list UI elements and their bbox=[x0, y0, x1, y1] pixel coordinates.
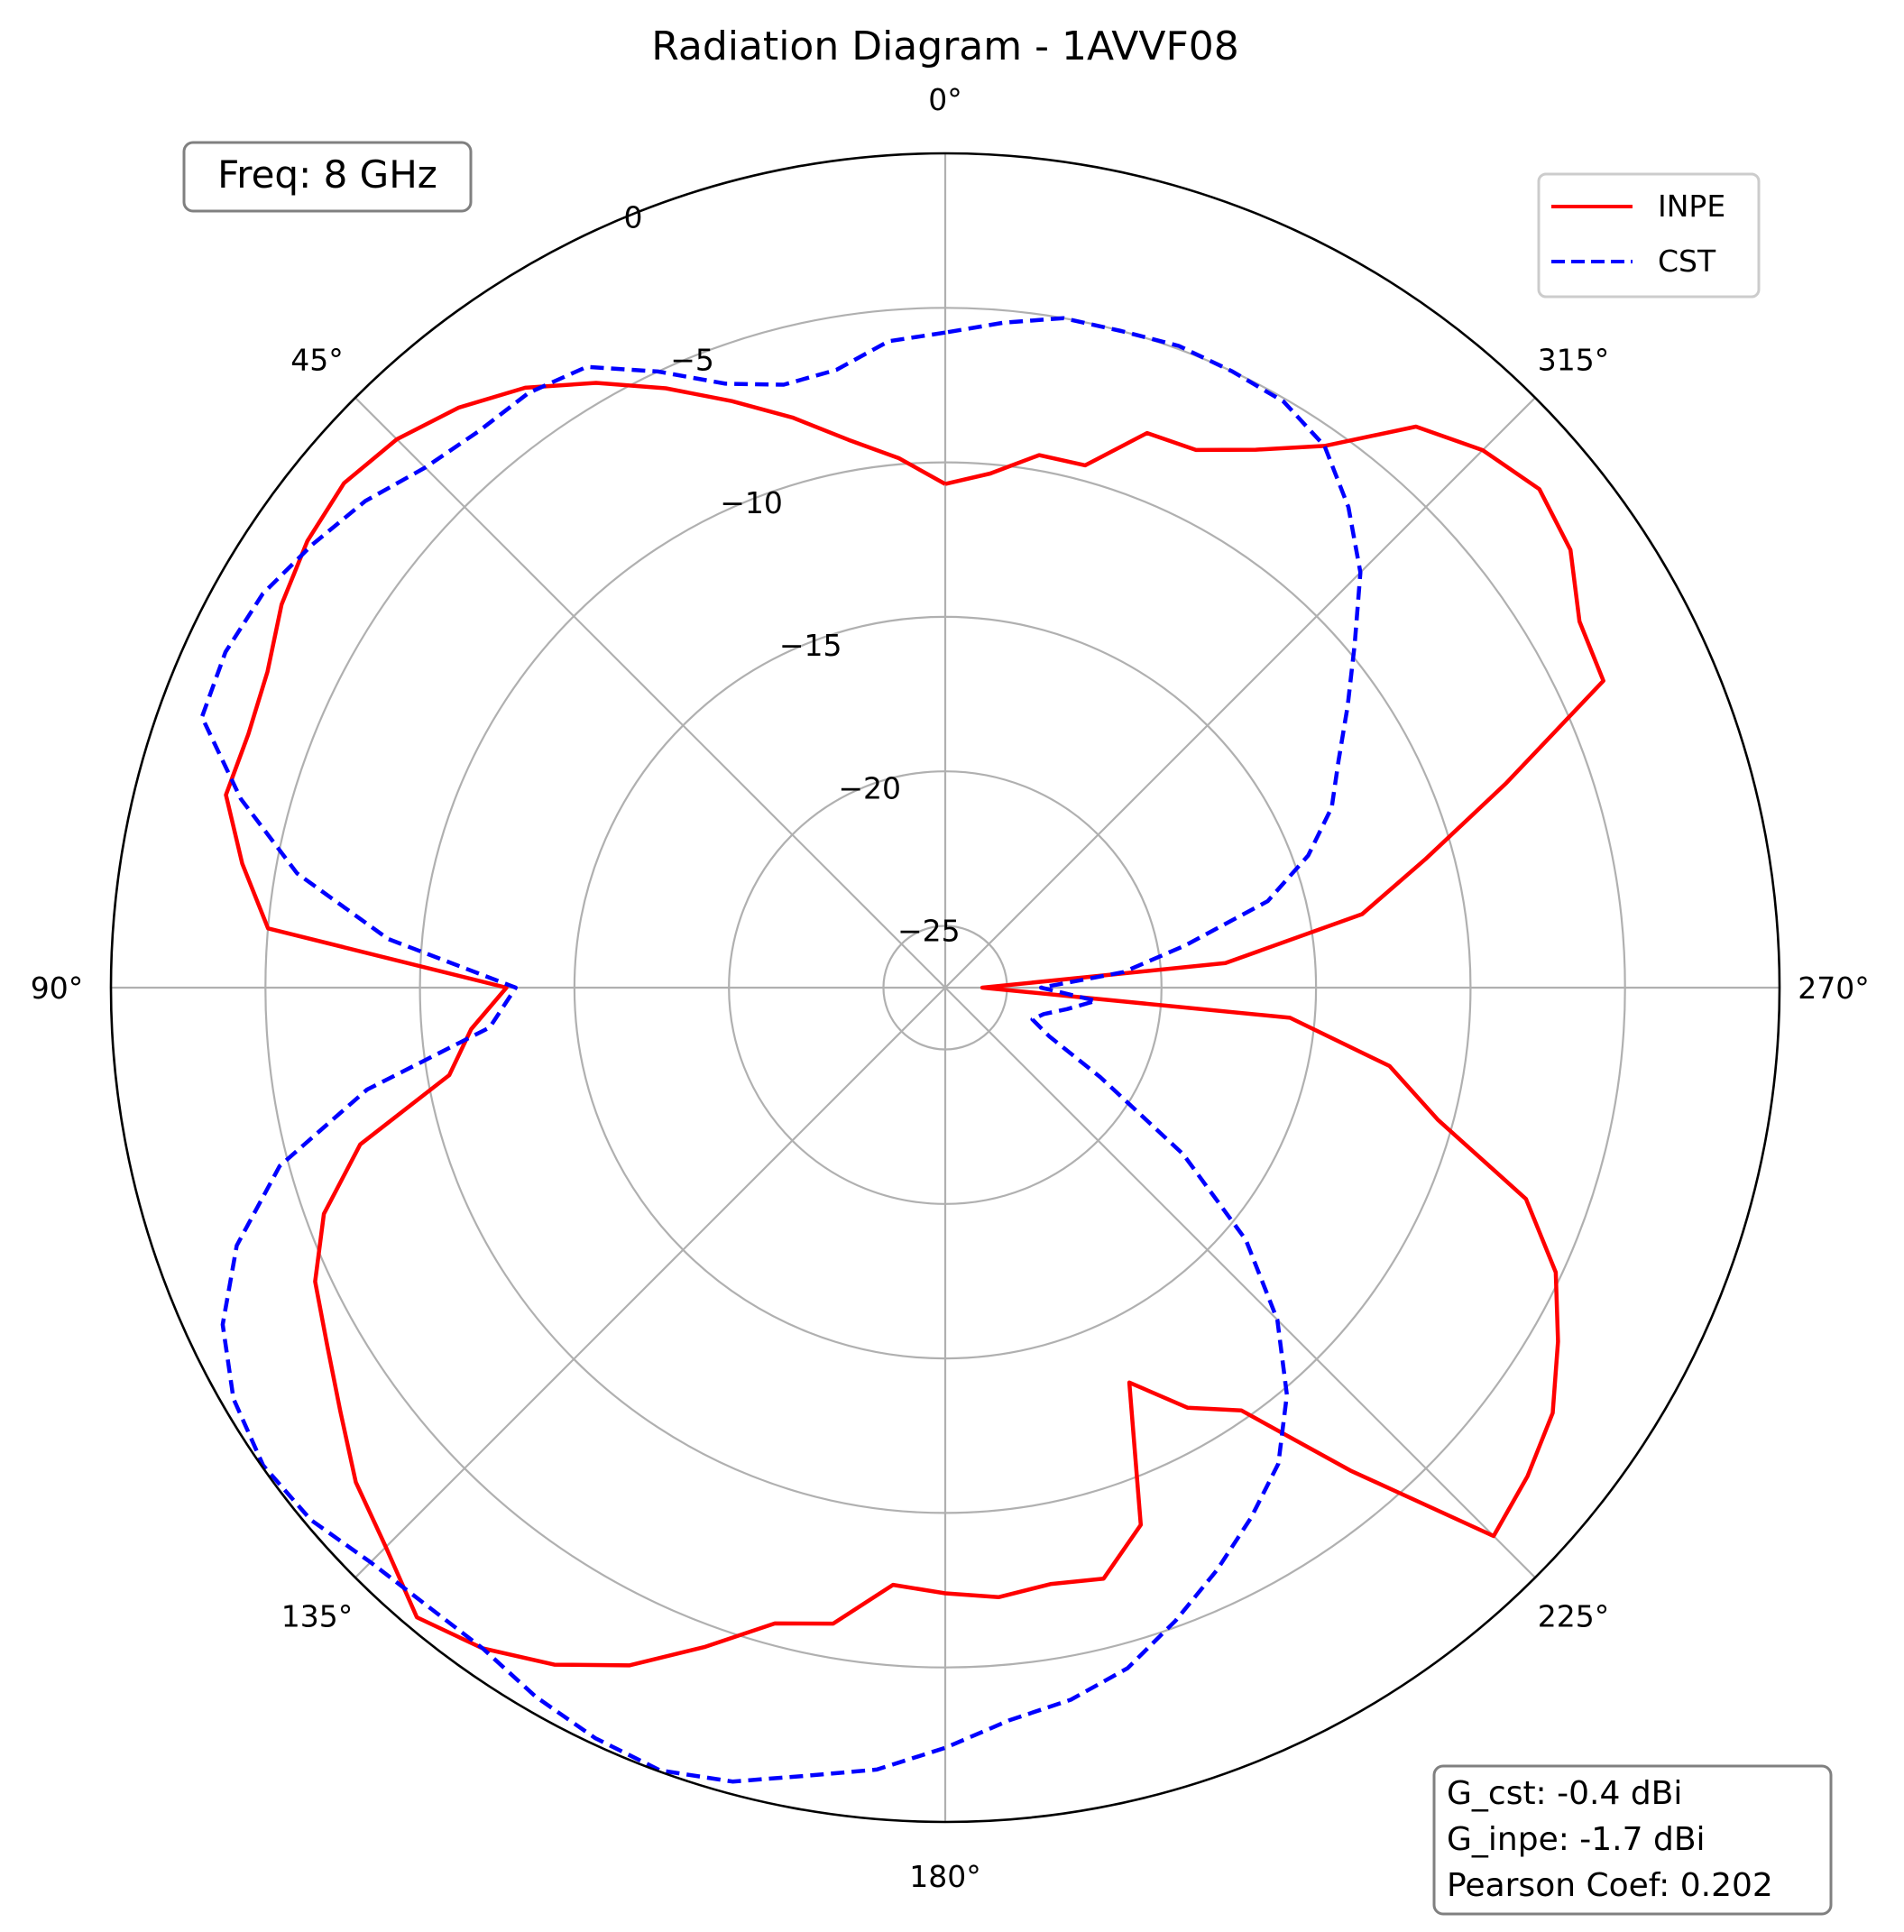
freq-annotation: Freq: 8 GHz bbox=[182, 141, 473, 213]
stats-box bbox=[1432, 1764, 1833, 1916]
angular-gridline-1 bbox=[354, 397, 946, 989]
legend-label-cst: CST bbox=[1658, 244, 1716, 279]
theta-tick-label-3: 135° bbox=[281, 1599, 354, 1634]
data-series bbox=[199, 316, 1605, 1784]
freq-box bbox=[182, 141, 473, 213]
angular-gridline-5 bbox=[944, 987, 1536, 1578]
stat-pearson: Pearson Coef: 0.202 bbox=[1447, 1867, 1773, 1904]
radial-tick-label-0: −25 bbox=[897, 914, 961, 949]
radial-tick-label-2: −15 bbox=[779, 628, 842, 663]
radial-tick-label-5: 0 bbox=[624, 199, 643, 235]
stat-g-inpe: G_inpe: -1.7 dBi bbox=[1447, 1821, 1706, 1858]
series-line-cst bbox=[199, 316, 1363, 1784]
angular-gridline-7 bbox=[944, 397, 1536, 989]
theta-tick-labels: 0° 45° 90° 135° 180° 225° 270° 315° bbox=[31, 82, 1870, 1894]
theta-tick-label-4: 180° bbox=[909, 1859, 981, 1894]
radial-tick-label-4: −5 bbox=[670, 343, 714, 378]
theta-tick-label-7: 315° bbox=[1538, 342, 1610, 377]
legend: INPE CST bbox=[1537, 172, 1761, 299]
radial-tick-labels: −25 −20 −15 −10 −5 0 bbox=[624, 199, 961, 948]
theta-tick-label-0: 0° bbox=[928, 82, 962, 117]
radial-tick-label-1: −20 bbox=[838, 770, 901, 805]
legend-box bbox=[1537, 172, 1761, 299]
theta-tick-label-5: 225° bbox=[1538, 1599, 1610, 1634]
angular-gridline-3 bbox=[354, 987, 946, 1578]
theta-tick-label-6: 270° bbox=[1798, 971, 1870, 1006]
radial-tick-label-3: −10 bbox=[720, 485, 783, 520]
stat-g-cst: G_cst: -0.4 dBi bbox=[1447, 1775, 1682, 1812]
polar-frame bbox=[109, 152, 1781, 1824]
series-line-inpe bbox=[224, 381, 1605, 1668]
theta-tick-label-2: 90° bbox=[31, 971, 84, 1006]
stats-annotation: G_cst: -0.4 dBi G_inpe: -1.7 dBi Pearson… bbox=[1432, 1764, 1833, 1916]
legend-label-inpe: INPE bbox=[1658, 189, 1725, 224]
chart-title: Radiation Diagram - 1AVVF08 bbox=[651, 23, 1239, 69]
freq-label: Freq: 8 GHz bbox=[217, 152, 437, 197]
polar-grid bbox=[111, 153, 1780, 1822]
theta-tick-label-1: 45° bbox=[290, 342, 344, 377]
